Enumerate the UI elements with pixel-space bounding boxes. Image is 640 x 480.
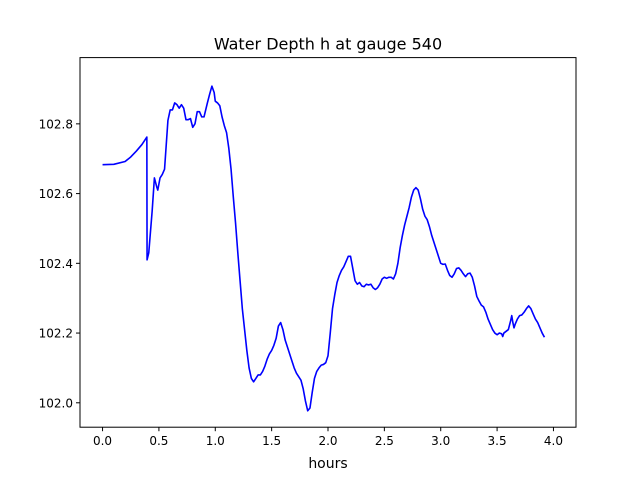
x-tick-label: 3.5	[488, 434, 507, 448]
y-tick-label: 102.6	[39, 187, 73, 201]
plot-frame	[79, 57, 577, 428]
x-tick-label: 3.0	[431, 434, 450, 448]
x-axis-label: hours	[308, 456, 347, 472]
x-tick-label: 4.0	[544, 434, 563, 448]
x-tick-label: 2.5	[375, 434, 394, 448]
x-tick-label: 2.0	[318, 434, 337, 448]
plot-layer	[102, 85, 546, 412]
x-tick-label: 0.0	[93, 434, 112, 448]
x-tick-label: 0.5	[149, 434, 168, 448]
x-tick-label: 1.0	[206, 434, 225, 448]
x-axis: 0.0 0.5 1.0 1.5 2.0 2.5 3.0 3.5 4.0	[93, 427, 563, 448]
y-axis: 102.0 102.2 102.4 102.6 102.8	[39, 117, 80, 410]
y-tick-label: 102.0	[39, 396, 73, 410]
series-line-0	[102, 85, 546, 412]
y-tick-label: 102.4	[39, 257, 73, 271]
y-tick-label: 102.2	[39, 327, 73, 341]
chart-title: Water Depth h at gauge 540	[214, 35, 442, 54]
x-tick-label: 1.5	[262, 434, 281, 448]
y-tick-label: 102.8	[39, 117, 73, 131]
